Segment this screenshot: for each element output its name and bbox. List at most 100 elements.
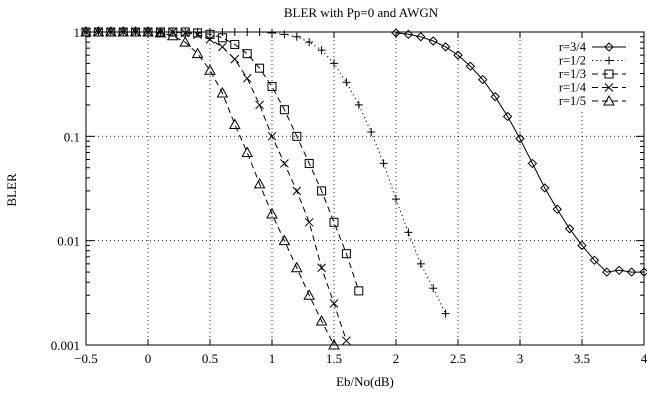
data-point-cross (604, 83, 614, 92)
data-point-diamond (602, 267, 612, 277)
series-line (86, 31, 360, 292)
data-point-diamond (465, 61, 476, 71)
legend-label: r=1/2 (559, 54, 586, 68)
data-point-diamond (577, 240, 587, 251)
data-point-diamond (403, 29, 414, 40)
x-tick-label: 2.5 (450, 351, 466, 366)
data-point-diamond (552, 204, 562, 214)
data-point-diamond (589, 255, 600, 265)
data-point-square (205, 29, 215, 39)
data-point-triangle (228, 118, 241, 129)
legend-label: r=1/5 (559, 94, 586, 108)
data-point-triangle (216, 87, 229, 98)
data-point-cross (267, 131, 277, 141)
data-point-square (354, 286, 364, 296)
plot-frame (85, 31, 645, 346)
x-axis-label: Eb/No(dB) (336, 374, 394, 389)
data-point-plus (342, 78, 351, 87)
legend-background (526, 40, 634, 112)
data-point-plus (305, 38, 314, 47)
data-point-square (317, 186, 327, 196)
data-point-diamond (502, 111, 513, 122)
data-point-plus (416, 259, 425, 268)
y-tick-label: 0.01 (57, 234, 80, 249)
data-point-square (304, 158, 314, 168)
x-tick-label: 0 (145, 351, 152, 366)
grid-lines (86, 32, 644, 345)
data-point-triangle (166, 29, 179, 41)
data-point-cross (255, 100, 264, 110)
data-point-plus (330, 59, 338, 68)
data-point-plus (292, 32, 301, 41)
data-point-plus (367, 128, 376, 137)
data-point-diamond (478, 74, 488, 85)
data-point-plus (379, 159, 388, 168)
data-point-triangle (278, 234, 291, 246)
data-point-square (341, 249, 351, 259)
data-point-cross (218, 42, 227, 52)
x-tick-label: 1 (269, 351, 276, 366)
data-point-diamond (515, 133, 525, 144)
data-point-cross (317, 263, 326, 273)
x-tick-label: 1.5 (326, 351, 342, 366)
data-point-cross (205, 35, 215, 44)
data-point-cross (230, 54, 240, 64)
data-point-square (230, 39, 240, 49)
data-point-cross (304, 217, 314, 227)
axis-ticks: −0.5 0 0.5 1 1.5 2 2.5 3 3.5 4 0.001 0.01 0.1 1 (51, 25, 647, 366)
data-point-diamond (453, 50, 463, 60)
data-point-square (193, 28, 203, 38)
data-point-square (255, 63, 265, 73)
data-point-square (217, 33, 227, 43)
series-line (86, 31, 447, 314)
data-point-cross (329, 299, 339, 308)
data-point-cross (342, 336, 351, 346)
x-tick-label: 0.5 (202, 351, 218, 366)
y-tick-label: 0.001 (51, 338, 80, 353)
data-point-diamond (540, 183, 550, 193)
data-point-plus (392, 195, 400, 204)
data-point-plus (404, 228, 413, 237)
data-point-square (279, 105, 289, 115)
y-tick-label: 1 (74, 25, 81, 40)
data-point-diamond (614, 265, 624, 276)
legend-label: r=1/3 (559, 67, 586, 81)
y-tick-label: 0.1 (64, 129, 80, 144)
data-point-triangle (290, 261, 303, 273)
data-point-plus (354, 100, 363, 109)
data-point-triangle (303, 289, 316, 300)
x-tick-label: −0.5 (74, 351, 98, 366)
data-point-square (242, 49, 252, 59)
x-tick-label: 4 (641, 351, 647, 366)
chart-title: BLER with Pp=0 and AWGN (284, 5, 439, 20)
data-point-cross (280, 159, 289, 168)
x-tick-label: 2 (393, 351, 400, 366)
legend-label: r=3/4 (559, 40, 587, 54)
data-point-triangle (603, 94, 615, 106)
data-point-triangle (253, 177, 266, 189)
series-line (395, 32, 644, 273)
data-point-square (604, 69, 614, 79)
data-point-diamond (440, 42, 451, 52)
data-point-plus (441, 309, 450, 318)
data-point-square (329, 217, 339, 227)
series-1 (82, 28, 450, 318)
data-point-triangle (204, 64, 216, 75)
data-point-diamond (416, 32, 426, 42)
data-point-cross (242, 73, 252, 83)
data-point-diamond (490, 91, 500, 102)
data-point-triangle (315, 314, 328, 326)
data-point-diamond (428, 36, 438, 46)
series-3 (81, 27, 351, 346)
y-axis-label: BLER (4, 173, 19, 207)
x-tick-label: 3 (517, 351, 524, 366)
data-point-triangle (191, 47, 204, 59)
data-point-triangle (241, 146, 254, 157)
data-point-cross (180, 28, 190, 38)
data-point-diamond (604, 42, 614, 52)
data-point-plus (317, 46, 326, 55)
data-point-plus (605, 56, 613, 65)
data-point-cross (292, 186, 302, 196)
data-point-diamond (564, 224, 575, 234)
